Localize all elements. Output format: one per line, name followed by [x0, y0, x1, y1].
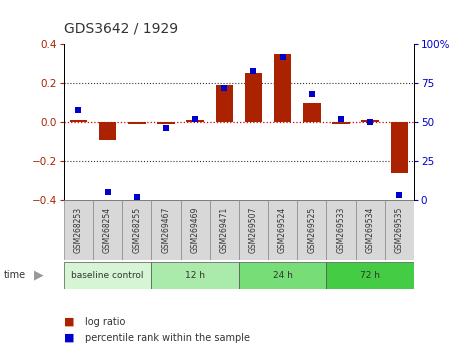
Bar [64, 200, 93, 260]
Text: GSM269535: GSM269535 [395, 207, 404, 253]
Bar [122, 200, 151, 260]
Text: GSM268254: GSM268254 [103, 207, 112, 253]
Bar [239, 262, 326, 289]
Bar [157, 122, 175, 124]
Bar [151, 262, 239, 289]
Point [337, 116, 345, 122]
Text: GSM269524: GSM269524 [278, 207, 287, 253]
Bar [326, 262, 414, 289]
Text: ■: ■ [64, 317, 74, 327]
Text: 12 h: 12 h [185, 271, 205, 280]
Bar [385, 200, 414, 260]
Text: GSM268255: GSM268255 [132, 207, 141, 253]
Point [308, 91, 315, 97]
Bar [64, 262, 151, 289]
Bar [391, 122, 408, 173]
Bar [326, 200, 356, 260]
Bar [268, 200, 297, 260]
Bar [245, 73, 262, 122]
Point [133, 194, 140, 200]
Text: GDS3642 / 1929: GDS3642 / 1929 [64, 21, 178, 35]
Point [75, 107, 82, 113]
Text: 24 h: 24 h [272, 271, 293, 280]
Text: ■: ■ [64, 333, 74, 343]
Bar [186, 120, 204, 122]
Text: GSM269471: GSM269471 [220, 207, 229, 253]
Bar [274, 54, 291, 122]
Point [220, 85, 228, 91]
Point [104, 189, 112, 195]
Bar [297, 200, 326, 260]
Bar [332, 122, 350, 124]
Bar [99, 122, 116, 139]
Text: ▶: ▶ [34, 269, 44, 282]
Text: GSM269467: GSM269467 [161, 207, 170, 253]
Text: time: time [4, 270, 26, 280]
Text: GSM269533: GSM269533 [336, 207, 345, 253]
Text: GSM269507: GSM269507 [249, 207, 258, 253]
Bar [70, 120, 87, 122]
Text: log ratio: log ratio [85, 317, 125, 327]
Text: GSM269525: GSM269525 [307, 207, 316, 253]
Bar [151, 200, 181, 260]
Point [395, 193, 403, 198]
Point [279, 54, 286, 59]
Text: GSM268253: GSM268253 [74, 207, 83, 253]
Text: baseline control: baseline control [71, 271, 144, 280]
Text: GSM269469: GSM269469 [191, 207, 200, 253]
Text: percentile rank within the sample: percentile rank within the sample [85, 333, 250, 343]
Text: GSM269534: GSM269534 [366, 207, 375, 253]
Point [162, 126, 170, 131]
Text: 72 h: 72 h [360, 271, 380, 280]
Bar [356, 200, 385, 260]
Point [191, 116, 199, 122]
Bar [361, 120, 379, 122]
Point [250, 68, 257, 74]
Bar [128, 122, 146, 124]
Bar [93, 200, 122, 260]
Bar [303, 103, 321, 122]
Bar [210, 200, 239, 260]
Bar [216, 85, 233, 122]
Point [366, 119, 374, 125]
Bar [239, 200, 268, 260]
Bar [181, 200, 210, 260]
